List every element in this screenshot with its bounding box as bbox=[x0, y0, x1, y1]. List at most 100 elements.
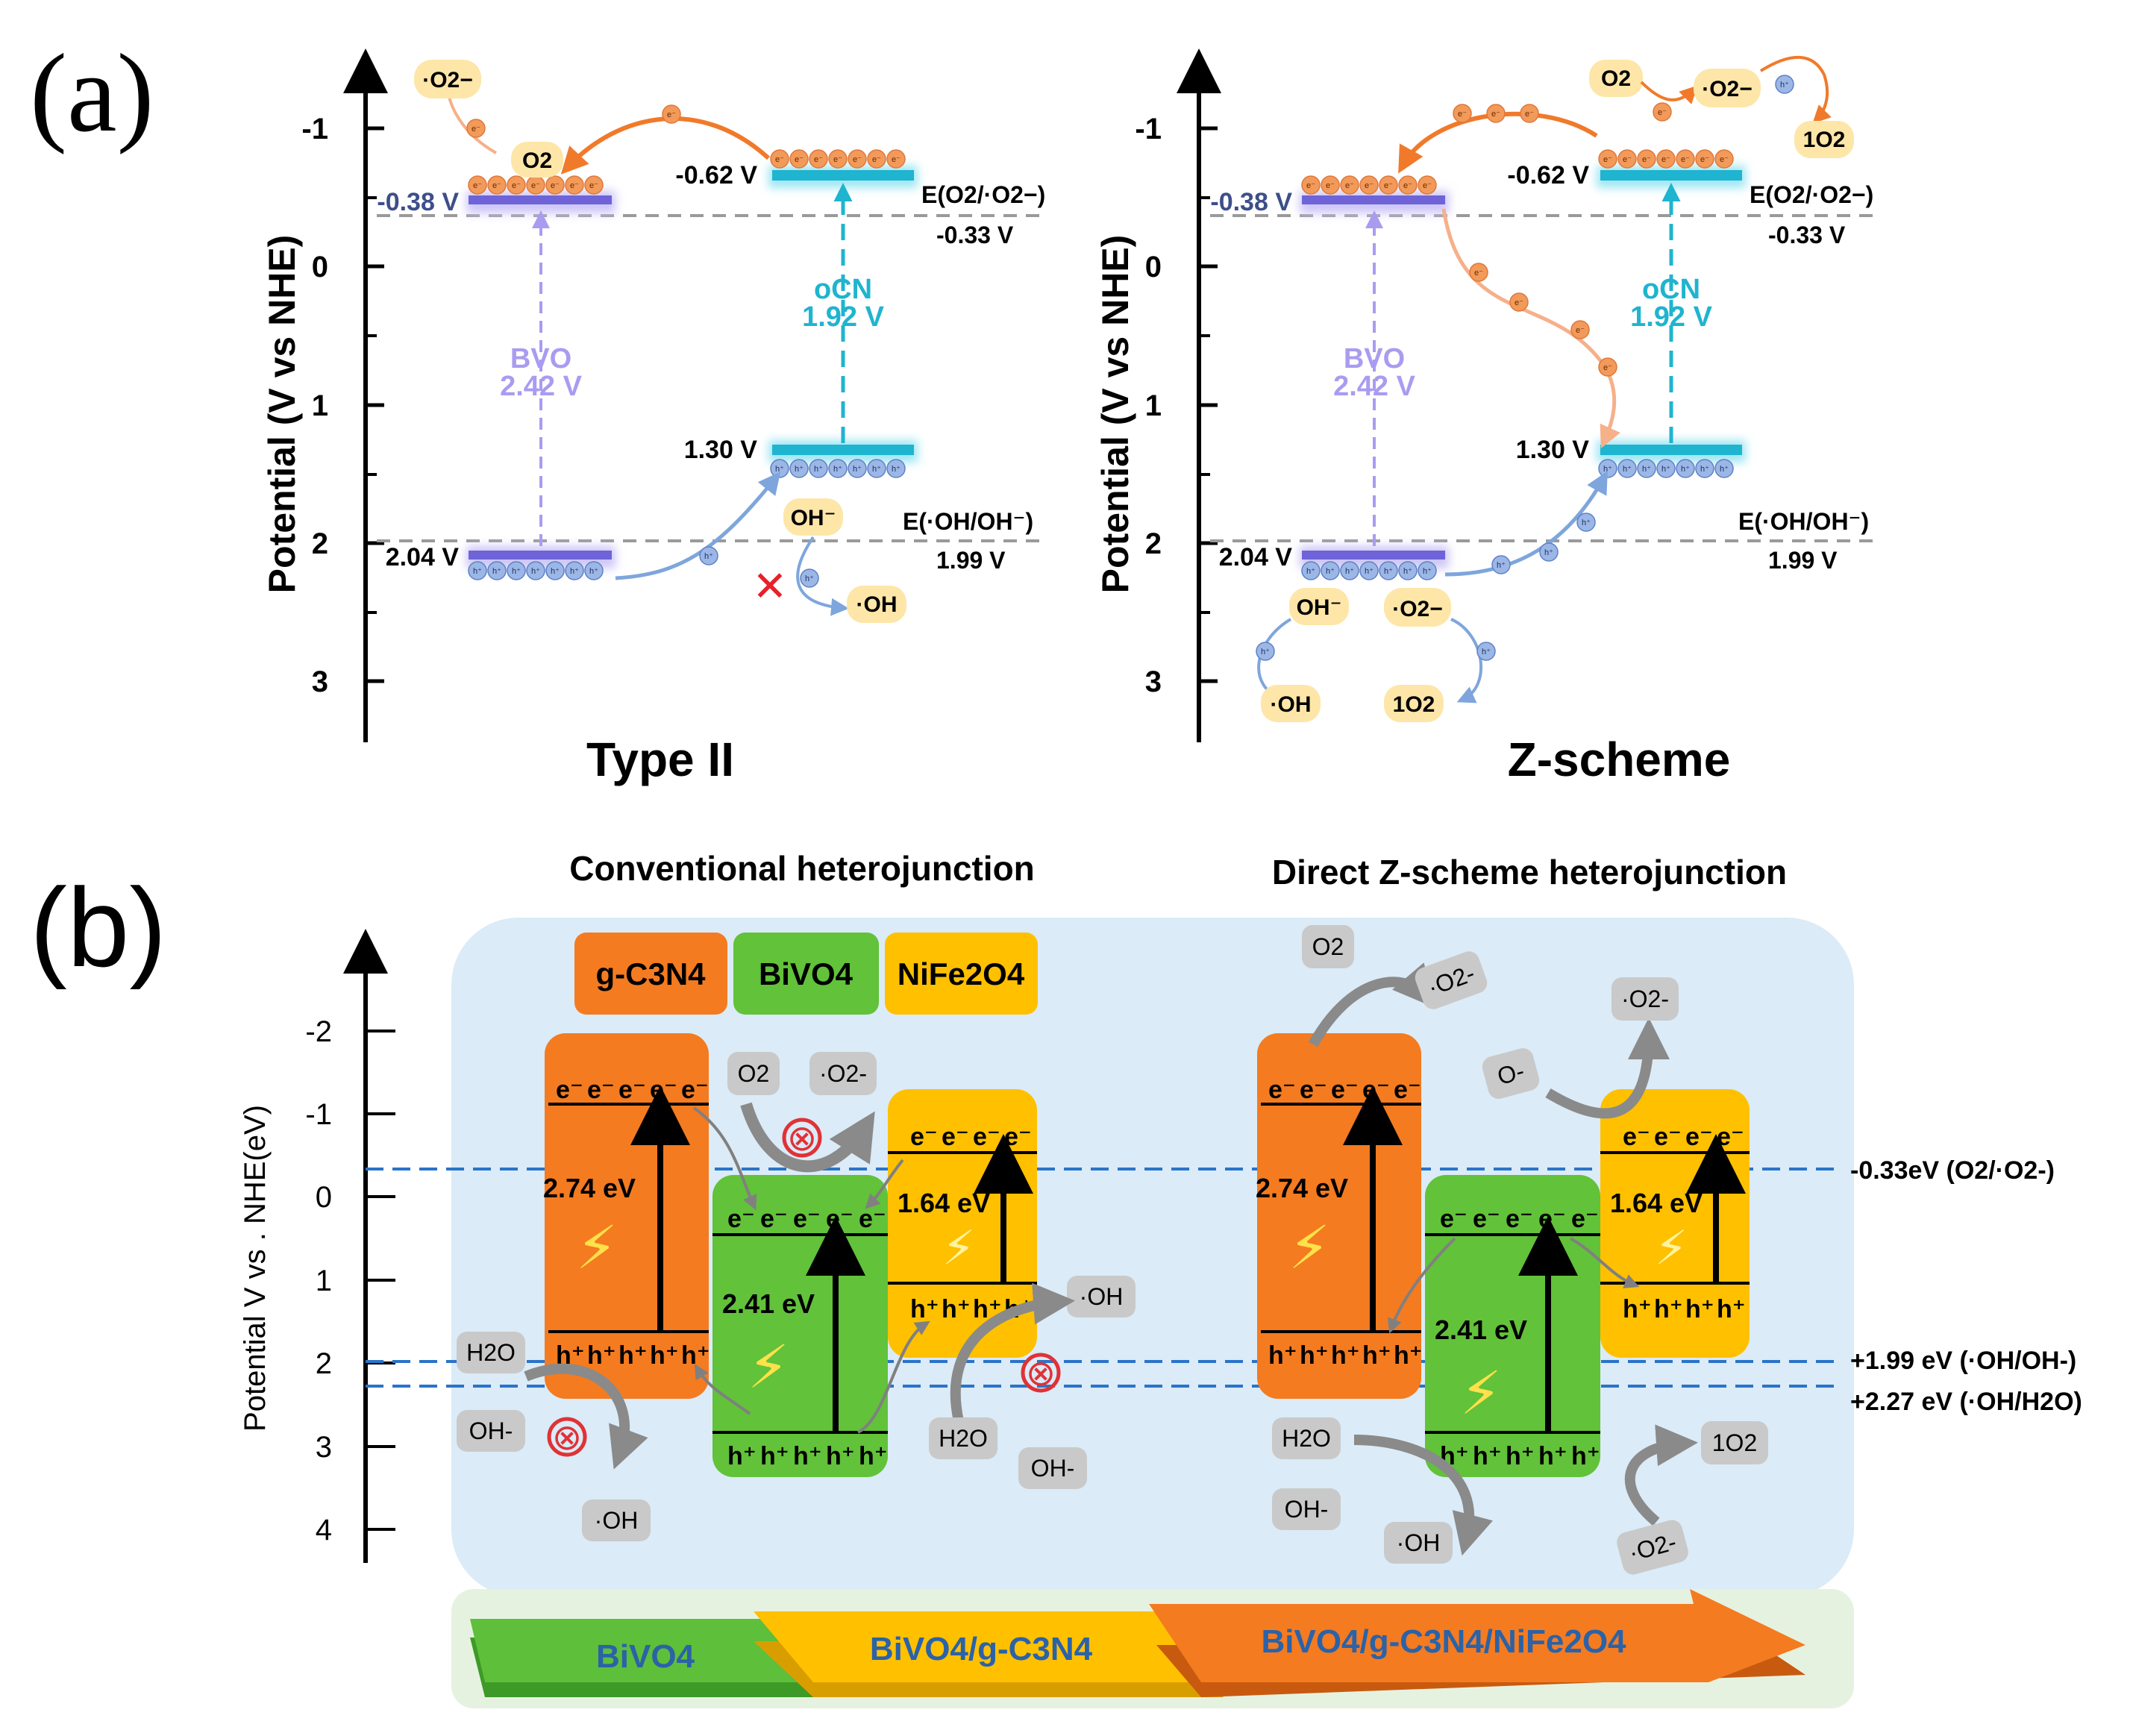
zb-o2-reduction-arrow bbox=[1308, 962, 1435, 1047]
conv-hole-transfer-1 bbox=[694, 1364, 751, 1415]
electron-label: e⁻ bbox=[650, 1076, 677, 1104]
electron-label: e⁻ bbox=[681, 1076, 709, 1104]
type2-ocn-gap: 1.92 V bbox=[802, 301, 885, 333]
electron-label: e⁻ bbox=[1623, 1123, 1650, 1151]
electron-label: e⁻ bbox=[1538, 1205, 1566, 1233]
electron-dot bbox=[466, 119, 486, 138]
type2-transfer-hole: h⁺ bbox=[699, 546, 718, 565]
z-hydroxyl: ·OH bbox=[1271, 692, 1312, 717]
type2-blocked-mark: ✕ bbox=[753, 563, 788, 610]
hole-symbol: h⁺ bbox=[1261, 648, 1270, 657]
electron-label: e⁻ bbox=[556, 1076, 583, 1104]
conv-inhibit-right bbox=[1021, 1353, 1061, 1393]
hole-dot bbox=[1418, 561, 1437, 580]
electron-label: e⁻ bbox=[1717, 1123, 1744, 1151]
electron-dot bbox=[1598, 149, 1617, 169]
hole-symbol: h⁺ bbox=[570, 567, 579, 576]
z-oh-couple: E(·OH/OH⁻) bbox=[1738, 508, 1869, 535]
electron-dot bbox=[507, 175, 526, 195]
z-o2-reduction-arrow bbox=[1640, 81, 1698, 104]
hole-symbol: h⁺ bbox=[833, 465, 842, 474]
z-title: Z-scheme bbox=[1508, 733, 1731, 786]
panel-b-tick-label: -2 bbox=[305, 1015, 332, 1048]
conv-hydroxyl-left: ·OH bbox=[595, 1507, 639, 1534]
electron-label: e⁻ bbox=[1268, 1076, 1296, 1104]
electron-dot bbox=[1617, 149, 1637, 169]
electron-label: e⁻ bbox=[760, 1205, 788, 1233]
z-bvo-gap: 2.42 V bbox=[1333, 371, 1416, 402]
hole-label: h⁺ bbox=[1331, 1341, 1360, 1370]
z-singlet-lower-hole: h⁺ bbox=[1476, 642, 1496, 661]
hole-label: h⁺ bbox=[826, 1442, 855, 1470]
type2-oh-couple: E(·OH/OH⁻) bbox=[903, 508, 1033, 535]
conv-hole-transfer-2 bbox=[857, 1320, 930, 1434]
electron-symbol: e⁻ bbox=[1681, 155, 1690, 164]
hole-label: h⁺ bbox=[910, 1295, 939, 1323]
z-recombination-electrons: e⁻ bbox=[1509, 292, 1529, 312]
type2-bvo-name: BVO bbox=[510, 343, 571, 375]
electron-symbol: e⁻ bbox=[1720, 155, 1729, 164]
type2-oh-couple-value: 1.99 V bbox=[936, 547, 1006, 574]
electron-dot bbox=[1653, 102, 1672, 122]
electron-symbol: e⁻ bbox=[1700, 155, 1709, 164]
electron-dot bbox=[1598, 357, 1617, 377]
electron-symbol: e⁻ bbox=[1474, 269, 1483, 278]
electron-label: e⁻ bbox=[1654, 1123, 1682, 1151]
electron-dot bbox=[770, 149, 789, 169]
hole-symbol: h⁺ bbox=[473, 567, 482, 576]
hole-label: h⁺ bbox=[1571, 1442, 1600, 1470]
conv-electron-transfer-1 bbox=[692, 1106, 757, 1211]
hole-dot bbox=[526, 561, 545, 580]
conv-gcn-light-icon: ⚡ bbox=[576, 1215, 618, 1281]
hole-symbol: h⁺ bbox=[512, 567, 521, 576]
electron-dot bbox=[886, 149, 906, 169]
z-return-electrons: e⁻ e⁻ e⁻ bbox=[1453, 104, 1539, 123]
hole-dot bbox=[1491, 555, 1511, 574]
panel-b-title-right: Direct Z-scheme heterojunction bbox=[1272, 853, 1787, 891]
type2-electron-transfer-arrow bbox=[560, 116, 771, 175]
electron-symbol: e⁻ bbox=[833, 155, 842, 164]
panel-b-tick-label: -1 bbox=[305, 1098, 332, 1131]
hole-dot bbox=[1676, 459, 1695, 478]
zb-o2-pill bbox=[1302, 925, 1354, 968]
z-ocn-name: oCN bbox=[1642, 274, 1700, 305]
electron-symbol: e⁻ bbox=[1423, 181, 1432, 190]
hole-symbol: h⁺ bbox=[795, 465, 804, 474]
hole-symbol: h⁺ bbox=[704, 552, 713, 561]
electron-dot bbox=[1637, 149, 1656, 169]
hole-label: h⁺ bbox=[727, 1442, 757, 1470]
zb-oh-oxidation-arrow bbox=[1353, 1435, 1493, 1556]
panel-b-tick-label: 3 bbox=[316, 1431, 332, 1464]
hole-symbol: h⁺ bbox=[892, 465, 901, 474]
electron-dot bbox=[1656, 149, 1676, 169]
electron-symbol: e⁻ bbox=[1603, 155, 1612, 164]
hole-dot bbox=[1576, 513, 1596, 532]
panel-b-ticks bbox=[366, 1030, 395, 1531]
electron-dot bbox=[662, 104, 681, 124]
type2-bvo-holes: h⁺ h⁺ h⁺ h⁺ h⁺ h⁺ h⁺ bbox=[468, 561, 604, 580]
conv-oh-oxidation-arrow-right bbox=[950, 1282, 1075, 1423]
hole-dot bbox=[1379, 561, 1398, 580]
hole-dot bbox=[1695, 459, 1714, 478]
conv-inhibit-o2 bbox=[782, 1118, 822, 1158]
hole-symbol: h⁺ bbox=[1720, 465, 1729, 474]
panel-b-tick-label: 1 bbox=[316, 1265, 332, 1297]
electron-dot bbox=[1714, 149, 1734, 169]
z-singlet-lower-arrow bbox=[1450, 618, 1482, 704]
conv-oh-oxidation-arrow-left bbox=[524, 1363, 648, 1470]
electron-dot bbox=[1469, 263, 1488, 282]
legend-gcn: g-C3N4 bbox=[595, 956, 706, 991]
hole-symbol: h⁺ bbox=[775, 465, 784, 474]
zb-gcn-holes: h⁺ h⁺ h⁺ h⁺ h⁺ bbox=[1268, 1341, 1423, 1370]
conventional-heterojunction: e⁻ e⁻ e⁻ e⁻ e⁻ h⁺ h⁺ h⁺ h⁺ h⁺ 2.74 eV ⚡ e⁻ e⁻ e⁻ e⁻… bbox=[457, 1033, 1136, 1541]
conv-inhibit-left-mark: ⊗ bbox=[552, 1418, 582, 1458]
legend-nife2o4: NiFe2O4 bbox=[898, 956, 1025, 991]
hole-symbol: h⁺ bbox=[551, 567, 560, 576]
conv-hydroxyl-right: ·OH bbox=[1080, 1283, 1124, 1310]
electron-symbol: e⁻ bbox=[570, 181, 579, 190]
hole-dot bbox=[1398, 561, 1418, 580]
electron-label: e⁻ bbox=[826, 1205, 853, 1233]
electron-symbol: e⁻ bbox=[1491, 110, 1500, 119]
hole-label: h⁺ bbox=[587, 1341, 616, 1370]
hole-symbol: h⁺ bbox=[1623, 465, 1632, 474]
